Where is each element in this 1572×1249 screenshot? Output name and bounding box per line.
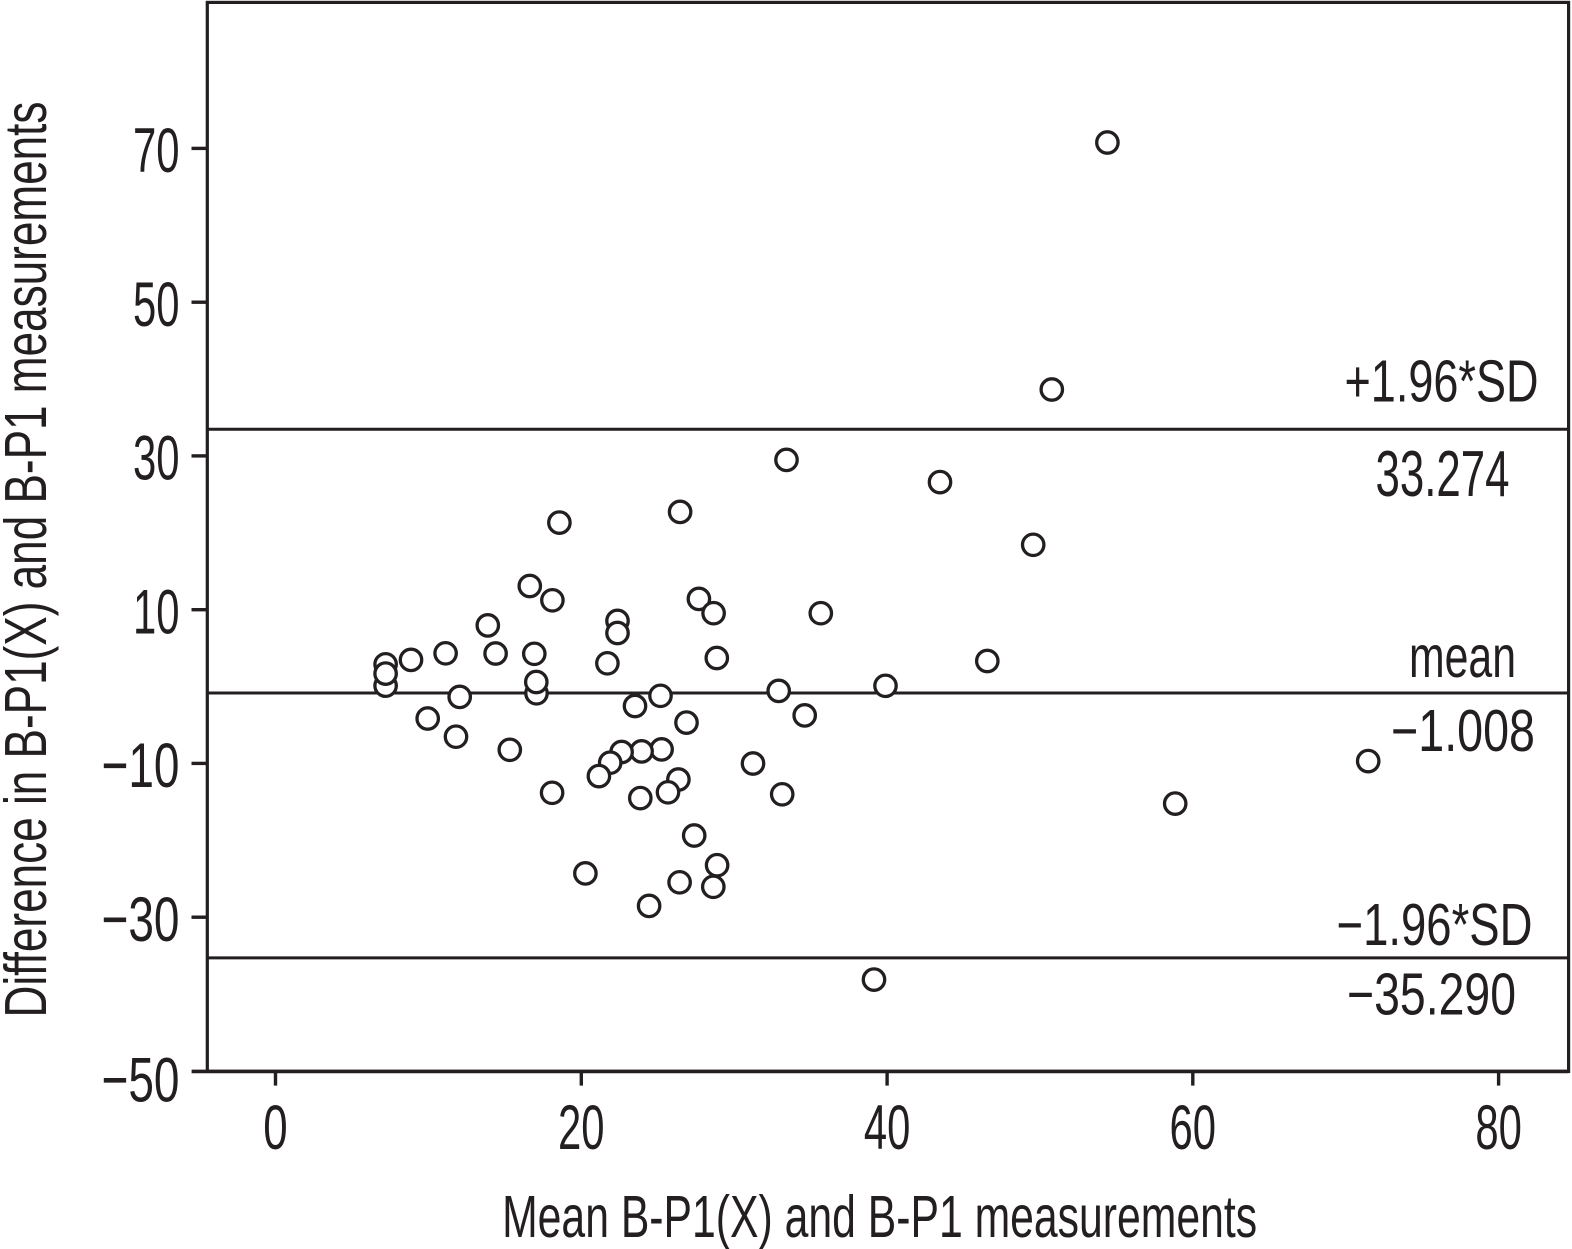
svg-text:Mean B-P1(X) and B-P1 measurem: Mean B-P1(X) and B-P1 measurements	[502, 1184, 1257, 1249]
svg-text:0: 0	[263, 1093, 287, 1163]
svg-text:−1.008: −1.008	[1391, 698, 1535, 764]
svg-text:70: 70	[133, 116, 180, 186]
svg-text:20: 20	[558, 1093, 605, 1163]
svg-text:−35.290: −35.290	[1347, 961, 1516, 1027]
svg-text:Difference in B-P1(X) and B-P1: Difference in B-P1(X) and B-P1 measureme…	[0, 101, 59, 1017]
svg-text:−10: −10	[102, 731, 180, 801]
svg-text:10: 10	[133, 577, 180, 647]
svg-text:60: 60	[1170, 1093, 1217, 1163]
svg-text:80: 80	[1475, 1093, 1522, 1163]
svg-text:−30: −30	[102, 885, 180, 955]
svg-text:+1.96*SD: +1.96*SD	[1345, 349, 1539, 415]
svg-text:−50: −50	[102, 1046, 180, 1116]
svg-text:33.274: 33.274	[1376, 438, 1510, 510]
svg-text:mean: mean	[1409, 624, 1516, 690]
svg-text:30: 30	[133, 424, 180, 494]
svg-text:50: 50	[133, 270, 180, 340]
svg-text:−1.96*SD: −1.96*SD	[1337, 892, 1533, 958]
svg-text:40: 40	[864, 1093, 911, 1163]
